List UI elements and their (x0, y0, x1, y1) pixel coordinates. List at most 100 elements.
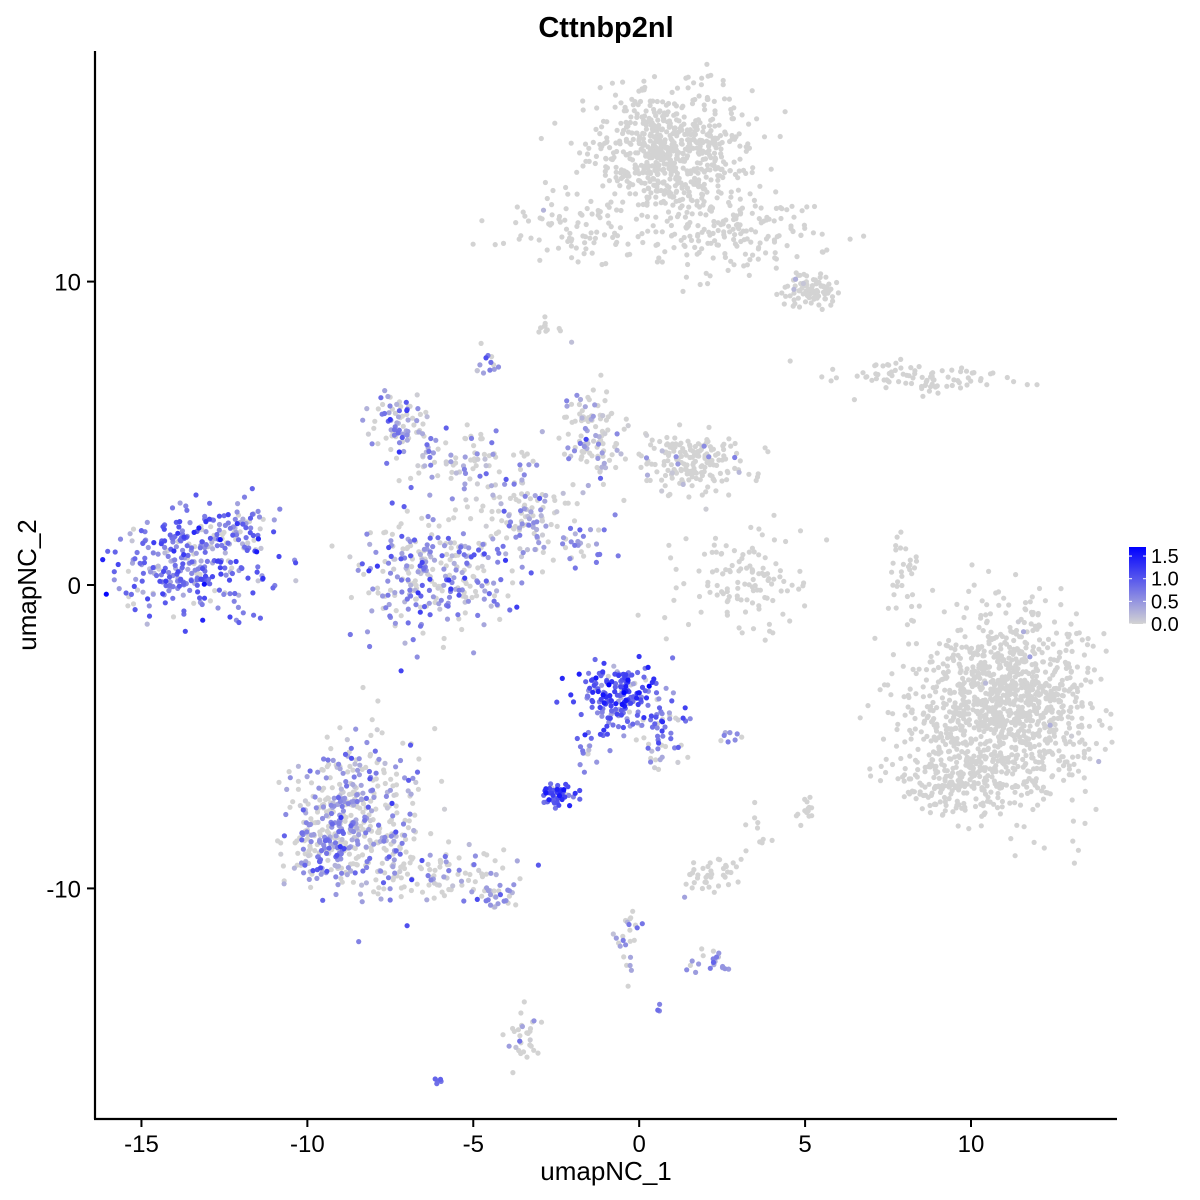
cell-point (394, 401, 400, 407)
cell-point (665, 493, 672, 499)
cell-point (957, 705, 963, 711)
cell-point (730, 860, 736, 866)
cell-point (998, 731, 1005, 737)
cell-point (971, 701, 977, 708)
cell-point (736, 168, 742, 174)
cell-point (828, 378, 834, 384)
cell-point (950, 726, 956, 732)
cell-point (304, 829, 310, 835)
cell-point (1024, 641, 1030, 647)
cell-point (677, 205, 684, 211)
cell-point (715, 177, 721, 183)
cell-point (984, 382, 990, 388)
cell-point (417, 864, 423, 870)
cell-point (1036, 646, 1042, 652)
cell-point (575, 220, 581, 226)
cell-point (738, 231, 744, 237)
cell-point (998, 718, 1004, 725)
cell-point (419, 559, 425, 566)
cell-point (1027, 709, 1033, 715)
cell-point (654, 259, 661, 265)
cell-point (669, 475, 675, 481)
cell-point (424, 442, 430, 448)
cell-point (687, 219, 693, 226)
cell-point (763, 250, 769, 256)
cell-point (927, 802, 933, 809)
cell-point (510, 452, 517, 458)
cell-point (422, 463, 428, 469)
cell-point (257, 615, 263, 621)
cell-point (826, 288, 832, 294)
cell-point (1021, 619, 1027, 626)
cell-point (166, 574, 173, 580)
cell-point (574, 169, 580, 175)
cell-point (658, 709, 664, 715)
cell-point (386, 601, 392, 608)
cell-point (928, 738, 934, 744)
cell-point (197, 595, 203, 601)
cell-point (381, 886, 387, 892)
cell-point (232, 516, 238, 522)
cell-point (1023, 752, 1029, 759)
cell-point (528, 1043, 534, 1049)
cell-point (802, 603, 808, 609)
cell-point (163, 578, 169, 584)
cell-point (371, 794, 377, 801)
cell-point (592, 160, 598, 167)
cell-point (732, 465, 738, 471)
cell-point (890, 560, 896, 566)
cell-point (886, 362, 892, 368)
cell-point (633, 737, 639, 743)
cell-point (481, 622, 487, 628)
cell-point (689, 101, 696, 107)
cell-point (412, 812, 418, 818)
cell-point (651, 142, 657, 148)
cell-point (415, 569, 421, 575)
cell-point (726, 223, 732, 229)
cell-point (1109, 739, 1115, 745)
cell-point (731, 159, 737, 165)
cell-point (971, 772, 978, 779)
cell-point (404, 437, 410, 443)
cell-point (701, 168, 707, 174)
cell-point (197, 545, 203, 551)
cell-point (1038, 766, 1044, 772)
cell-point (785, 283, 791, 289)
cell-point (431, 880, 437, 886)
cell-point (660, 150, 666, 156)
cell-point (757, 240, 763, 246)
cell-point (1027, 741, 1033, 747)
cell-point (400, 546, 406, 552)
cell-point (978, 823, 984, 829)
cell-point (590, 689, 596, 695)
cell-point (494, 588, 500, 594)
cell-point (404, 411, 410, 418)
cell-point (725, 869, 731, 875)
cell-point (565, 445, 571, 451)
cell-point (735, 585, 741, 591)
cell-point (704, 61, 710, 67)
cell-point (160, 591, 166, 597)
cell-point (1030, 806, 1036, 813)
cell-point (600, 183, 606, 189)
cell-point (625, 677, 631, 683)
cell-point (511, 492, 517, 498)
cell-point (427, 576, 433, 582)
cell-point (315, 769, 321, 775)
cell-point (639, 684, 646, 691)
cell-point (448, 459, 454, 465)
cell-point (1085, 669, 1091, 675)
cell-point (715, 856, 722, 862)
cell-point (216, 587, 222, 593)
cell-point (946, 697, 953, 703)
cell-point (439, 588, 445, 594)
cell-point (530, 458, 536, 464)
cell-point (180, 592, 186, 598)
cell-point (1107, 725, 1113, 731)
cell-point (384, 460, 390, 466)
cell-point (425, 513, 431, 520)
cell-point (894, 583, 900, 589)
cell-point (578, 433, 584, 439)
cell-point (904, 593, 911, 600)
cell-point (554, 786, 560, 792)
